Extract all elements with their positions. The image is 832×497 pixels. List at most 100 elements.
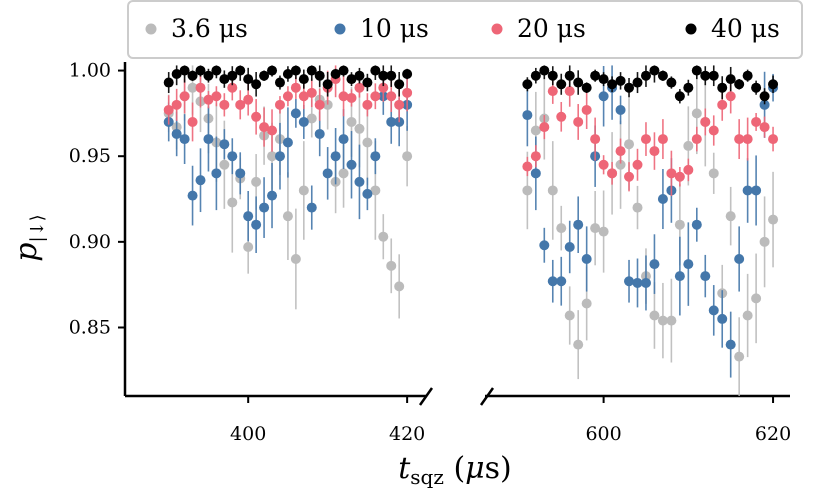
data-point	[330, 151, 341, 162]
data-point	[640, 70, 651, 81]
data-point	[354, 70, 365, 81]
data-point	[259, 122, 270, 133]
data-point	[378, 70, 389, 81]
data-point	[590, 134, 601, 145]
data-point	[227, 82, 238, 93]
data-point	[171, 68, 182, 79]
data-point	[657, 194, 668, 205]
data-point	[725, 91, 736, 102]
data-point	[751, 185, 762, 196]
data-point	[683, 82, 694, 93]
data-point	[768, 79, 779, 90]
data-point	[163, 104, 174, 115]
data-point	[666, 168, 677, 179]
data-point	[717, 313, 728, 324]
data-point	[717, 82, 728, 93]
data-point	[243, 211, 254, 222]
data-point	[759, 236, 770, 247]
data-point	[615, 146, 626, 157]
data-point	[386, 91, 397, 102]
x-tick-label: 620	[755, 423, 791, 445]
data-point	[564, 86, 575, 97]
data-point	[725, 211, 736, 222]
data-point	[187, 190, 198, 201]
data-point	[615, 104, 626, 115]
data-point	[590, 223, 601, 234]
data-point	[362, 137, 373, 148]
data-point	[322, 99, 333, 110]
data-point	[564, 70, 575, 81]
data-point	[640, 134, 651, 145]
legend: 3.6 μs 10 μs 20 μs 40 μs	[127, 0, 803, 59]
data-point	[187, 70, 198, 81]
data-point	[649, 146, 660, 157]
data-point	[306, 87, 317, 98]
data-point	[649, 65, 660, 76]
data-point	[251, 176, 262, 187]
series-3	[163, 65, 779, 196]
y-tick-label: 1.00	[69, 60, 111, 82]
data-point	[734, 134, 745, 145]
data-point	[624, 171, 635, 182]
data-point	[657, 70, 668, 81]
data-point	[187, 82, 198, 93]
data-point	[163, 77, 174, 88]
data-point	[674, 271, 685, 282]
data-point	[547, 86, 558, 97]
data-point	[700, 70, 711, 81]
data-point	[267, 190, 278, 201]
legend-item: 3.6 μs	[145, 14, 248, 43]
data-point	[674, 171, 685, 182]
data-point	[632, 277, 643, 288]
data-point	[370, 91, 381, 102]
data-point	[314, 99, 325, 110]
data-point	[282, 211, 293, 222]
data-point	[290, 253, 301, 264]
data-point	[354, 176, 365, 187]
data-point	[708, 70, 719, 81]
data-point	[179, 91, 190, 102]
data-point	[768, 134, 779, 145]
data-point	[649, 259, 660, 270]
data-point	[227, 151, 238, 162]
data-point	[274, 99, 285, 110]
data-point	[539, 122, 550, 133]
data-point	[314, 128, 325, 139]
data-point	[370, 151, 381, 162]
data-point	[370, 185, 381, 196]
legend-label: 3.6 μs	[171, 14, 248, 43]
x-tick-label: 600	[585, 423, 621, 445]
data-point	[274, 151, 285, 162]
data-point	[251, 79, 262, 90]
data-point	[581, 104, 592, 115]
data-point	[632, 159, 643, 170]
data-point	[219, 74, 230, 85]
data-point	[624, 139, 635, 150]
data-point	[274, 77, 285, 88]
data-point	[227, 197, 238, 208]
data-point	[322, 168, 333, 179]
x-axis-label: tsqz (μs)	[398, 451, 512, 489]
data-point	[751, 293, 762, 304]
data-point	[394, 99, 405, 110]
data-point	[338, 134, 349, 145]
data-point	[539, 65, 550, 76]
legend-box	[127, 0, 803, 59]
data-point	[386, 260, 397, 271]
data-point	[657, 315, 668, 326]
data-point	[691, 219, 702, 230]
data-point	[759, 99, 770, 110]
y-tick-label: 0.85	[69, 316, 111, 338]
legend-marker	[491, 23, 503, 35]
legend-marker	[145, 23, 157, 35]
legend-item: 40 μs	[685, 14, 780, 43]
data-point	[632, 202, 643, 213]
data-point	[700, 116, 711, 127]
data-point	[378, 82, 389, 93]
data-point	[235, 99, 246, 110]
data-point	[598, 91, 609, 102]
data-point	[522, 161, 533, 172]
chart-marks	[163, 65, 779, 396]
data-point	[759, 91, 770, 102]
data-point	[354, 82, 365, 93]
